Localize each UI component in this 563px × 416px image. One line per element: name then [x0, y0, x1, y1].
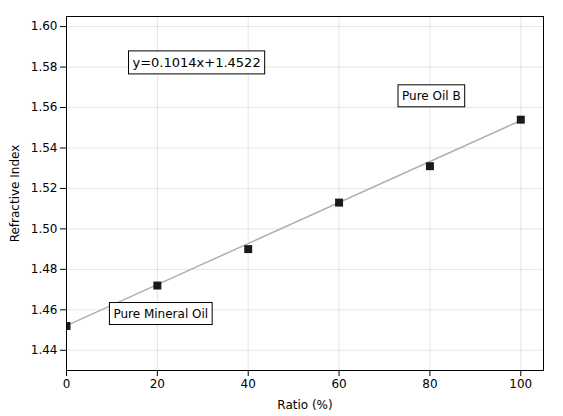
svg-text:Pure Oil B: Pure Oil B — [402, 89, 461, 103]
svg-text:1.56: 1.56 — [31, 100, 58, 114]
svg-text:y=0.1014x+1.4522: y=0.1014x+1.4522 — [133, 55, 261, 70]
svg-text:60: 60 — [331, 377, 346, 391]
svg-text:Pure Mineral Oil: Pure Mineral Oil — [113, 307, 208, 321]
svg-text:1.60: 1.60 — [31, 19, 58, 33]
svg-text:Refractive Index: Refractive Index — [8, 145, 22, 243]
svg-text:80: 80 — [422, 377, 437, 391]
svg-text:1.52: 1.52 — [31, 181, 58, 195]
svg-text:1.44: 1.44 — [31, 343, 58, 357]
svg-text:1.48: 1.48 — [31, 262, 58, 276]
svg-text:40: 40 — [241, 377, 256, 391]
svg-text:100: 100 — [509, 377, 532, 391]
svg-text:20: 20 — [150, 377, 165, 391]
svg-text:0: 0 — [63, 377, 71, 391]
svg-text:1.46: 1.46 — [31, 303, 58, 317]
svg-text:Ratio (%): Ratio (%) — [277, 398, 332, 412]
svg-text:1.50: 1.50 — [31, 222, 58, 236]
svg-text:1.54: 1.54 — [31, 141, 58, 155]
svg-text:1.58: 1.58 — [31, 60, 58, 74]
